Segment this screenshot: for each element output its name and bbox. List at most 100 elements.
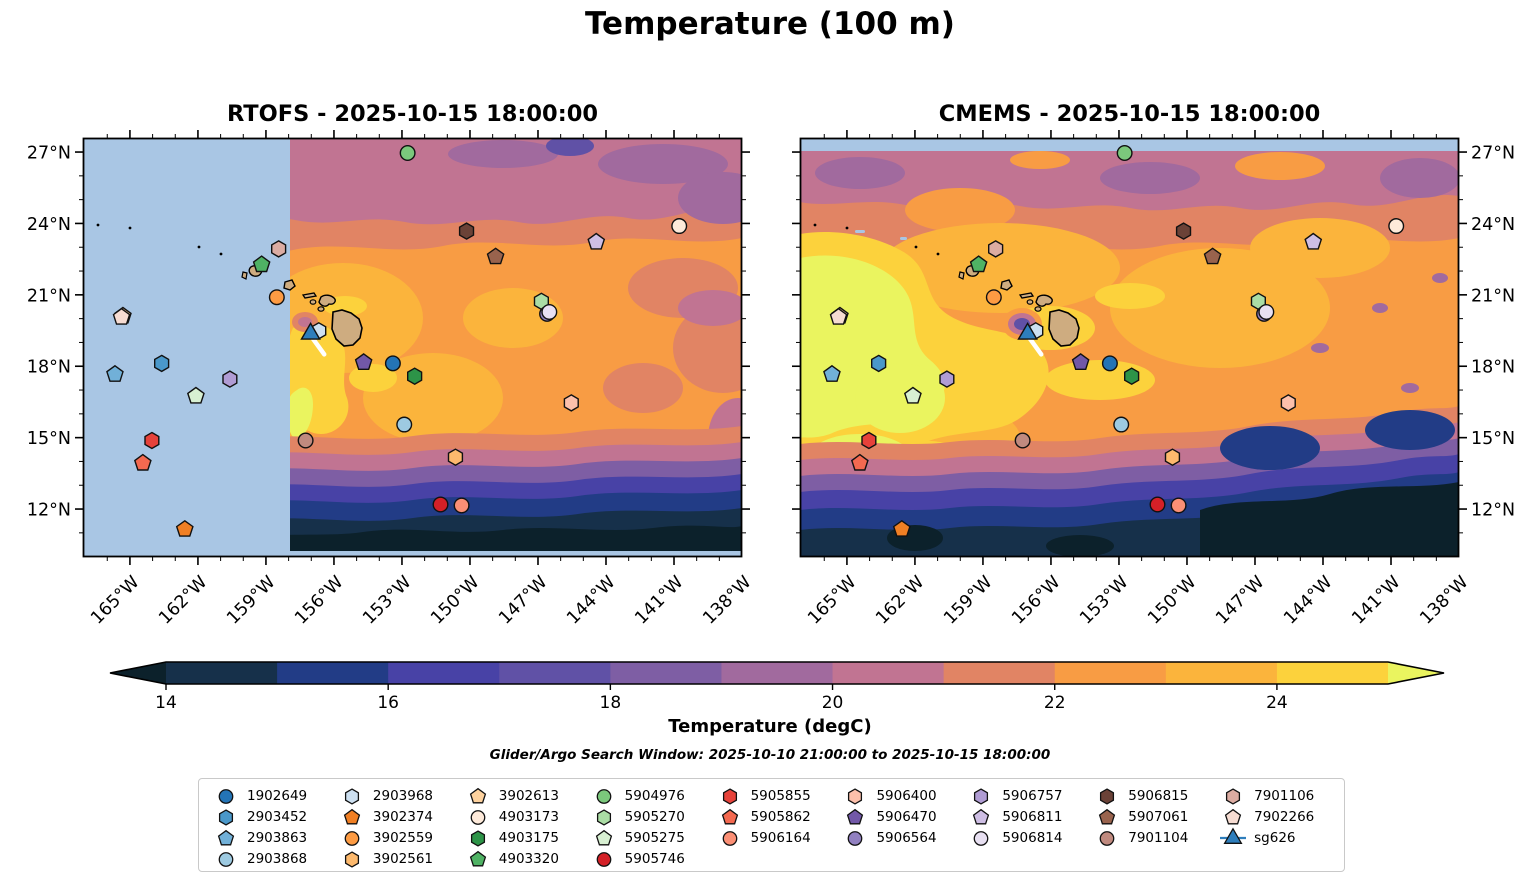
float-marker-3902559: [268, 289, 285, 306]
legend-label: 5905862: [750, 808, 811, 825]
hawaiian-islands: [96, 223, 363, 347]
legend-label: 3902374: [372, 808, 434, 825]
float-marker-5906757: [222, 370, 238, 388]
float-markers: [106, 144, 688, 537]
lon-tick-label: 159°W: [940, 572, 996, 628]
legend-entry: 5906815: [1092, 785, 1218, 806]
float-legend-swatch: [1099, 830, 1115, 846]
float-marker-5907061: [486, 247, 505, 265]
legend-label: 7901106: [1254, 787, 1315, 804]
colorbar-tick-label: 20: [822, 693, 844, 713]
float-marker-7902266: [829, 307, 848, 325]
float-marker-5906470: [354, 353, 373, 371]
lon-tick-label: 150°W: [1144, 572, 1200, 628]
lon-tick-label: 138°W: [699, 572, 755, 628]
lon-tick-label: 156°W: [1008, 572, 1064, 628]
colorbar-tick-label: 18: [600, 693, 622, 713]
float-legend-swatch: [974, 787, 989, 805]
legend-label: 5905270: [624, 808, 685, 825]
float-marker-3902374: [175, 519, 194, 537]
island-oahu: [1000, 279, 1013, 291]
float-marker-5905855: [144, 431, 160, 450]
float-marker-2903452: [870, 354, 887, 373]
lat-tick-label: 15°N: [1471, 429, 1515, 449]
colorbar-label: Temperature (degC): [668, 716, 872, 737]
colorbar-band: [166, 662, 278, 684]
cmems-panel-title: CMEMS - 2025-10-15 18:00:00: [938, 101, 1321, 127]
cmems-no-data-strip: [800, 138, 1459, 151]
lon-tick-label: 159°W: [223, 572, 279, 628]
float-legend: 1902649 2903452 2903863 2903868 2903968 39023…: [198, 778, 1345, 872]
glider-marker-sg626: [300, 322, 321, 340]
legend-entry: 7901106: [1218, 785, 1344, 806]
islet: [197, 245, 201, 249]
float-marker-7902266: [112, 307, 131, 325]
lat-tick-label: 18°N: [27, 358, 71, 378]
lat-tick-label: 24°N: [1471, 215, 1515, 235]
colorbar-under-arrow: [110, 662, 166, 684]
legend-label: 3902613: [498, 787, 559, 804]
legend-entry: 5905862: [715, 806, 841, 827]
rtofs-temperature-field: [83, 138, 742, 557]
legend-entry: 2903452: [211, 806, 337, 827]
float-legend-swatch: [217, 829, 235, 845]
float-legend-swatch: [469, 850, 486, 866]
float-legend-swatch: [1226, 787, 1241, 805]
float-marker-4903175: [1124, 367, 1140, 386]
float-marker-5906757: [939, 370, 955, 388]
legend-entry: 3902613: [463, 785, 589, 806]
legend-entry: 7901104: [1092, 827, 1218, 848]
float-marker-2903452: [153, 354, 170, 373]
island-kahoolawe: [1034, 306, 1042, 312]
colorbar-tick-label: 16: [377, 693, 399, 713]
float-legend-swatch: [722, 787, 737, 805]
legend-column: 5904976 5905270 5905275 5905746: [589, 785, 715, 871]
legend-entry: 5906164: [715, 827, 841, 848]
float-marker-5905275: [186, 386, 205, 404]
float-marker-5906811: [587, 232, 606, 250]
float-marker-7901104: [1014, 432, 1031, 449]
legend-entry: 3902559: [337, 827, 463, 848]
float-marker-5906814: [1258, 303, 1275, 320]
float-legend-swatch: [1224, 808, 1242, 824]
legend-entry: 5905855: [715, 785, 841, 806]
float-legend-swatch: [344, 830, 360, 846]
island-kahoolawe: [317, 306, 325, 312]
lat-tick-label: 18°N: [1471, 358, 1515, 378]
legend-entry: 2903868: [211, 848, 337, 869]
island-niihau: [958, 271, 965, 280]
lon-tick-label: 144°W: [563, 572, 619, 628]
legend-label: 5907061: [1128, 808, 1189, 825]
float-legend-swatch: [344, 850, 359, 868]
legend-label: 7901104: [1128, 829, 1189, 846]
lat-tick-label: 24°N: [27, 215, 71, 235]
legend-label: 2903452: [247, 808, 308, 825]
float-marker-1902649: [1101, 355, 1118, 372]
rtofs-panel-title: RTOFS - 2025-10-15 18:00:00: [226, 101, 599, 127]
lat-tick-label: 27°N: [27, 144, 71, 164]
island-molokai: [1018, 292, 1035, 299]
islet: [219, 252, 223, 256]
legend-label: 5906564: [876, 829, 937, 846]
float-marker-2903868: [396, 416, 413, 433]
glider-marker-sg626: [1017, 322, 1038, 340]
lon-tick-label: 150°W: [427, 572, 483, 628]
float-legend-swatch: [1099, 808, 1116, 824]
colorbar-band: [1165, 662, 1278, 684]
legend-label: 5905855: [750, 787, 811, 804]
float-legend-swatch: [218, 808, 234, 826]
legend-entry: sg626: [1218, 827, 1344, 848]
lon-tick-label: 147°W: [1212, 572, 1268, 628]
float-legend-swatch: [344, 787, 359, 805]
lon-tick-label: 162°W: [872, 572, 928, 628]
float-legend-swatch: [596, 808, 611, 826]
legend-label: 5906470: [876, 808, 937, 825]
lon-tick-label: 153°W: [1076, 572, 1132, 628]
float-marker-5904976: [399, 144, 416, 161]
legend-entry: 3902374: [337, 806, 463, 827]
colorbar-band: [388, 662, 500, 684]
legend-label: 5906400: [876, 787, 937, 804]
islet: [914, 245, 918, 249]
lat-tick-label: 12°N: [1471, 501, 1515, 521]
float-marker-5905746: [432, 496, 449, 513]
